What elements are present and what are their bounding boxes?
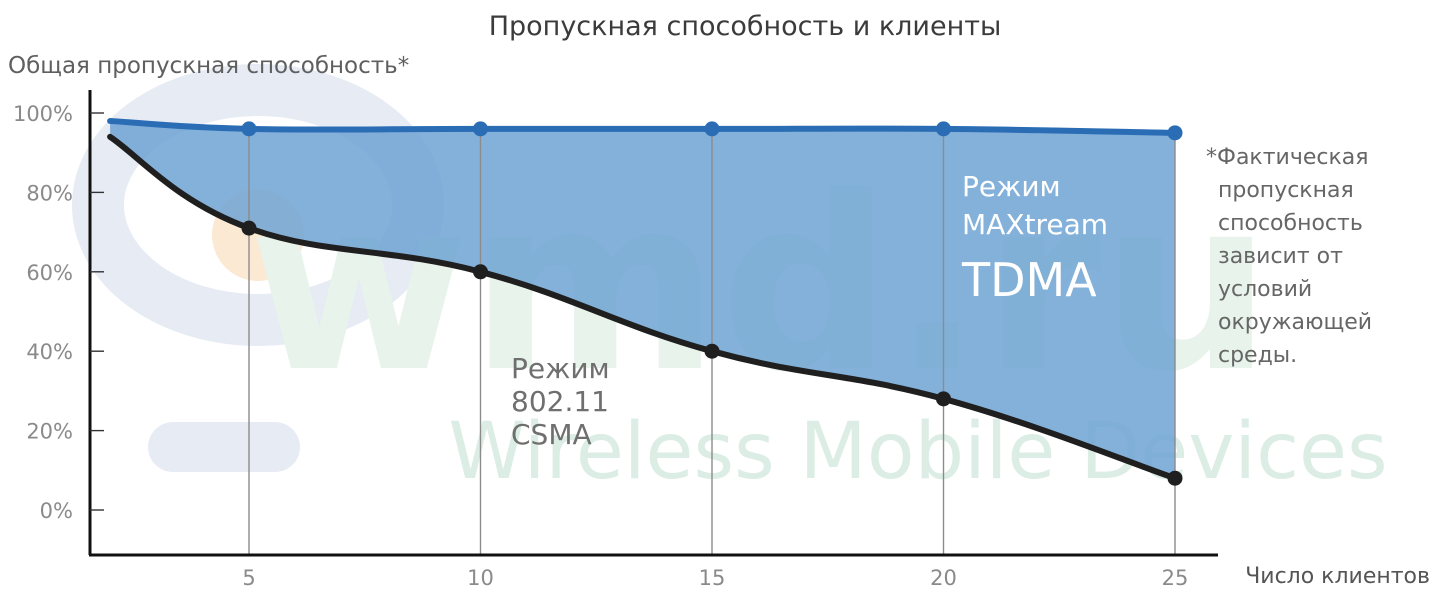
point-series0-x15 (704, 121, 720, 137)
x-tick-label-10: 10 (467, 566, 494, 590)
series-label-csma-line-2: 802.11 (511, 385, 609, 418)
series-label-maxtream-line-3: TDMA (961, 253, 1097, 307)
point-series1-x10 (473, 264, 488, 280)
series-label-csma: Режим 802.11 CSMA (511, 352, 615, 451)
x-axis-label: Число клиентов (1245, 564, 1430, 589)
series-label-csma-line-3: CSMA (511, 418, 592, 451)
x-tick-label-5: 5 (242, 566, 255, 590)
x-ticks: 5 10 15 20 25 (242, 566, 1188, 590)
footnote-line-4: зависит от (1218, 244, 1343, 269)
point-series0-x10 (473, 121, 488, 137)
series-label-maxtream-line-1: Режим (962, 170, 1061, 203)
point-series0-x25 (1167, 125, 1183, 141)
y-tick-label-100: 100% (13, 102, 73, 126)
y-tick-label-0: 0% (40, 499, 73, 523)
footnote-line-7: среды. (1218, 343, 1297, 368)
series-line-maxtream (107, 117, 1178, 136)
y-tick-label-60: 60% (26, 261, 73, 285)
x-tick-label-20: 20 (930, 566, 957, 590)
point-series0-x20 (936, 121, 951, 137)
point-series1-x25 (1167, 470, 1183, 486)
data-points (241, 121, 1183, 486)
x-tick-label-25: 25 (1162, 566, 1189, 590)
watermark-text: Wireless Mobile Devices (448, 407, 1387, 497)
y-tick-label-80: 80% (26, 181, 73, 205)
footnote-line-5: условий (1218, 277, 1312, 302)
chart-title: Пропускная способность и клиенты (489, 11, 1002, 42)
point-series1-x5 (241, 220, 257, 236)
footnote-line-1: *Фактическая (1206, 145, 1368, 170)
footnote-line-3: способность (1218, 211, 1363, 236)
vertical-gridlines (248, 128, 1176, 555)
y-tick-label-20: 20% (26, 420, 73, 444)
y-tick-label-40: 40% (26, 340, 73, 364)
point-series1-x20 (936, 391, 951, 407)
y-axis-label: Общая пропускная способность* (8, 53, 409, 79)
footnote-line-6: окружающей (1218, 310, 1372, 335)
x-tick-label-15: 15 (699, 566, 726, 590)
point-series1-x15 (704, 343, 720, 359)
footnote: *Фактическая пропускная способность зави… (1206, 145, 1379, 368)
series-label-maxtream-line-2: MAXtream (962, 208, 1108, 241)
series-label-maxtream: Режим MAXtream TDMA (961, 170, 1113, 307)
footnote-line-2: пропускная (1218, 178, 1354, 203)
y-ticks: 100% 80% 60% 40% 20% 0% (13, 102, 104, 523)
point-series0-x5 (241, 121, 257, 137)
series-label-csma-line-1: Режим (511, 352, 610, 385)
